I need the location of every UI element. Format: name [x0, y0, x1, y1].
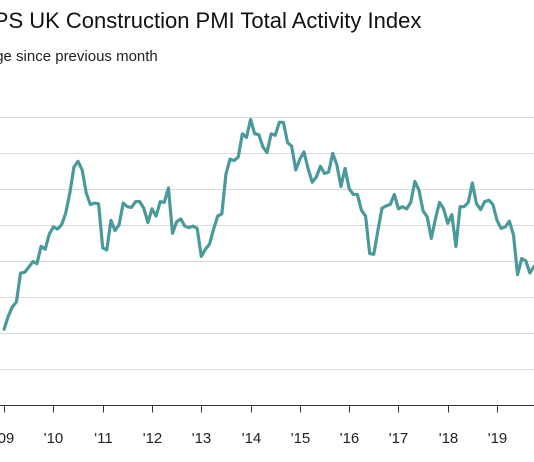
x-axis: '09 '10 '11 '12 '13 '14 '15 '16 '17 '18 '19	[0, 405, 534, 447]
x-tick-label-2012: '12	[143, 430, 163, 447]
x-tick-label-2013: '13	[192, 430, 212, 447]
x-tick-label-2009: '09	[0, 430, 14, 447]
gridlines	[0, 117, 534, 370]
x-tick-label-2018: '18	[439, 430, 459, 447]
x-tick-label-2015: '15	[291, 430, 311, 447]
x-tick-label-2016: '16	[340, 430, 360, 447]
chart-subtitle: Index, 50 = no change since previous mon…	[0, 48, 158, 65]
x-tick-label-2017: '17	[389, 430, 409, 447]
series-line-0	[2, 117, 534, 331]
x-tick-label-2019: '19	[488, 430, 508, 447]
x-tick-label-2010: '10	[44, 430, 64, 447]
x-tick-label-2011: '11	[94, 430, 112, 447]
chart-title: IHS Markit/CIPS UK Construction PMI Tota…	[0, 8, 421, 33]
series-layer	[2, 117, 534, 331]
x-tick-label-2014: '14	[242, 430, 262, 447]
